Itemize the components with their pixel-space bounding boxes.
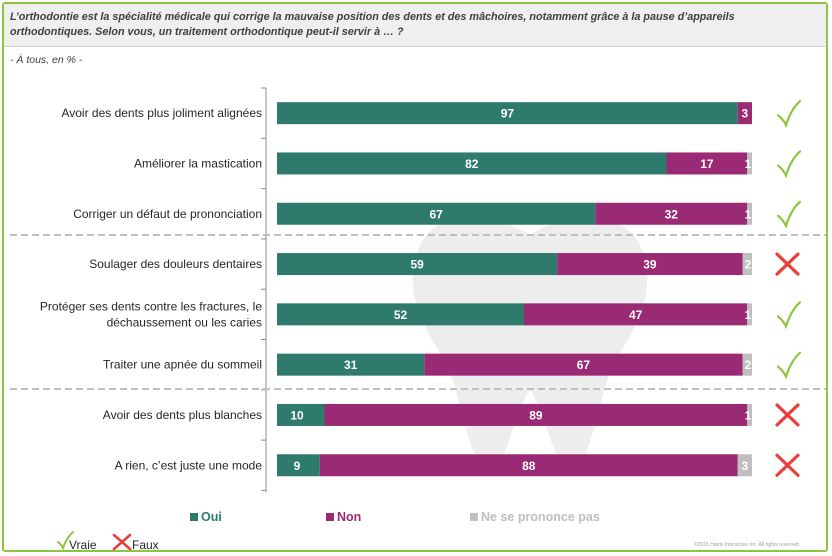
bar-segment-oui <box>277 403 325 426</box>
data-label: 67 <box>577 358 591 372</box>
category-label: Avoir des dents plus joliment alignées <box>61 106 262 120</box>
bar-segment-ne-se-prononce-pas <box>747 303 752 326</box>
data-label: 89 <box>529 408 543 422</box>
cross-stroke <box>775 252 800 276</box>
bar-segment-oui <box>277 152 667 175</box>
legend-label: Oui <box>201 510 222 524</box>
legend-label: Ne se prononce pas <box>481 510 600 524</box>
data-label: 1 <box>745 408 752 422</box>
bar-segment-ne-se-prononce-pas <box>742 253 752 276</box>
data-label: 52 <box>394 308 408 322</box>
category-label: Améliorer la mastication <box>134 156 262 170</box>
data-label: 2 <box>745 258 752 272</box>
check-icon <box>57 531 74 551</box>
legend-swatch <box>470 513 478 521</box>
bar-segment-non <box>595 202 748 225</box>
data-label: 82 <box>465 157 479 171</box>
bar-segment-non <box>319 454 738 477</box>
category-label: Corriger un défaut de prononciation <box>73 207 262 221</box>
bar-segment-ne-se-prononce-pas <box>747 152 752 175</box>
category-label: Avoir des dents plus blanches <box>103 408 262 422</box>
data-label: 97 <box>501 107 515 121</box>
data-label: 32 <box>665 207 679 221</box>
bar-segment-non <box>557 253 743 276</box>
question-band: L’orthodontie est la spécialité médicale… <box>4 4 826 47</box>
bar-segment-oui <box>277 202 596 225</box>
key-label-faux: Faux <box>132 538 159 552</box>
cross-icon <box>775 403 800 427</box>
category-label: Traiter une apnée du sommeil <box>103 358 262 372</box>
check-icon <box>776 301 802 330</box>
bar-segment-ne-se-prononce-pas <box>737 454 752 477</box>
check-icon <box>776 150 802 179</box>
data-label: 67 <box>429 207 443 221</box>
legend-swatch <box>190 513 198 521</box>
check-icon <box>776 100 802 129</box>
data-label: 17 <box>700 157 714 171</box>
data-label: 2 <box>745 358 752 372</box>
bar-segment-non <box>524 303 748 326</box>
data-label: 1 <box>745 308 752 322</box>
bar-segment-non <box>737 102 752 125</box>
cross-icon <box>775 453 800 477</box>
bar-segment-oui <box>277 454 320 477</box>
data-label: 3 <box>742 459 749 473</box>
category-label: A rien, c’est juste une mode <box>115 458 263 472</box>
legend-label: Non <box>337 510 361 524</box>
cross-icon <box>112 533 132 551</box>
bar-segment-ne-se-prononce-pas <box>742 353 752 376</box>
question-text: L’orthodontie est la spécialité médicale… <box>10 11 735 38</box>
data-label: 47 <box>629 308 643 322</box>
data-label: 39 <box>643 258 657 272</box>
category-label: Soulager des douleurs dentaires <box>89 257 262 271</box>
data-label: 9 <box>294 459 301 473</box>
data-label: 88 <box>522 459 536 473</box>
cross-stroke <box>775 403 800 427</box>
key-label-vraie: Vraie <box>69 538 97 552</box>
cross-stroke <box>775 453 800 477</box>
copyright-note: ©2015 Harris Interactive Inc. All rights… <box>694 542 800 548</box>
bar-segment-oui <box>277 303 524 326</box>
cross-icon <box>775 252 800 276</box>
check-icon <box>776 200 802 229</box>
base-note: - À tous, en % - <box>10 54 83 66</box>
check-icon <box>776 351 802 380</box>
data-label: 31 <box>344 358 358 372</box>
legend-swatch <box>326 513 334 521</box>
bar-segment-non <box>424 353 743 376</box>
bar-segment-oui <box>277 353 425 376</box>
bar-segment-non <box>324 403 748 426</box>
bar-segment-oui <box>277 253 558 276</box>
data-label: 1 <box>745 207 752 221</box>
data-label: 1 <box>745 157 752 171</box>
cross-stroke <box>112 533 132 551</box>
data-label: 3 <box>742 107 749 121</box>
data-label: 59 <box>410 258 424 272</box>
bar-segment-oui <box>277 102 738 125</box>
bar-segment-non <box>666 152 748 175</box>
category-label: Protéger ses dents contre les fractures,… <box>40 299 262 329</box>
data-label: 10 <box>290 408 304 422</box>
bar-segment-ne-se-prononce-pas <box>747 202 752 225</box>
bar-segment-ne-se-prononce-pas <box>747 403 752 426</box>
